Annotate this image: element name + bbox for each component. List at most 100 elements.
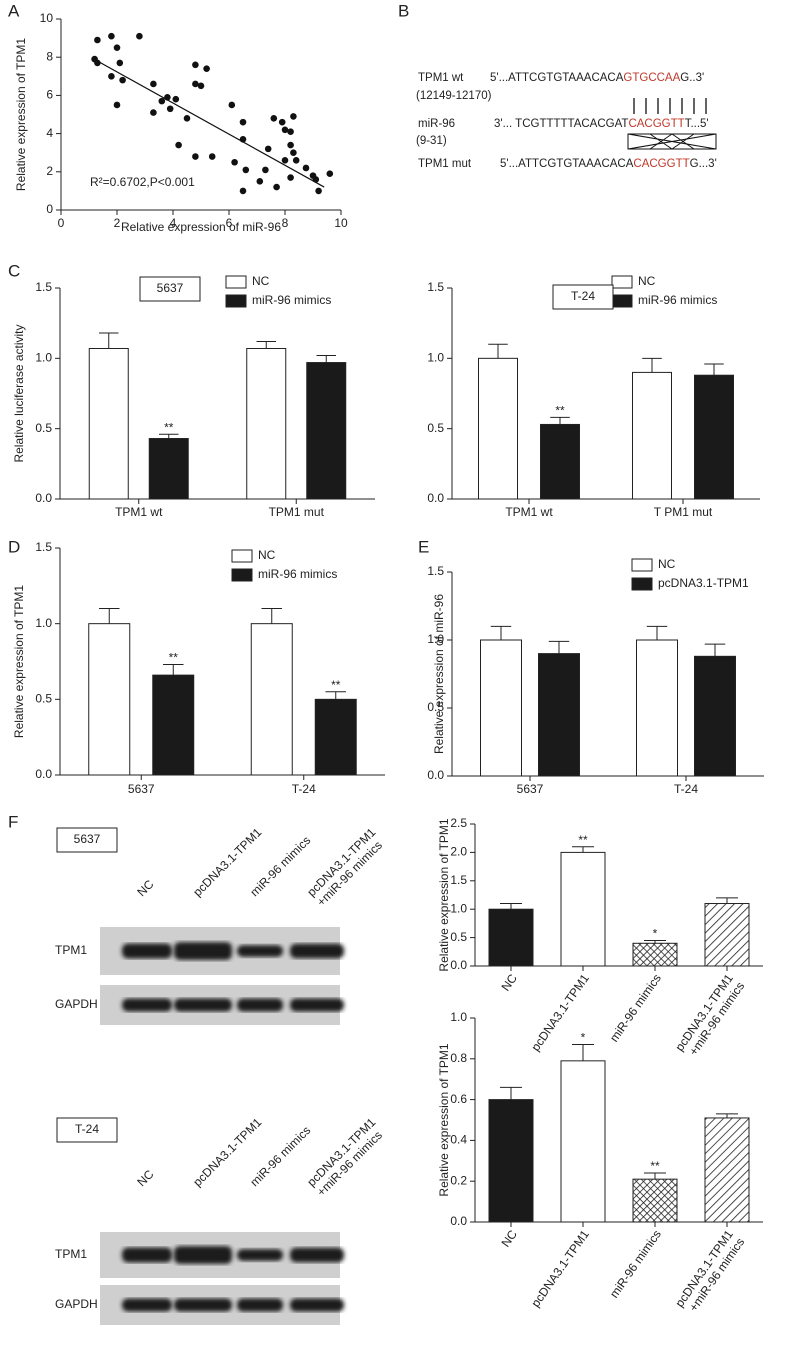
- y-tick-label: 1.5: [427, 280, 444, 294]
- bar: [88, 623, 131, 776]
- significance: **: [555, 404, 565, 418]
- bar: [246, 347, 287, 500]
- y-tick-label: 0.5: [35, 421, 52, 435]
- scatter-point: [315, 187, 322, 195]
- scatter-point: [203, 65, 210, 72]
- blot-band: [290, 998, 344, 1012]
- y-tick-label: 1.5: [35, 280, 52, 294]
- sequence-part: CACGGTT: [633, 158, 689, 170]
- sequence-label: miR-96: [418, 118, 455, 130]
- sequence-part: T...5': [685, 118, 709, 130]
- legend-swatch: [225, 294, 247, 308]
- y-tick-label: 1.0: [35, 351, 52, 365]
- legend-label: miR-96 mimics: [638, 293, 717, 307]
- scatter-point: [113, 101, 121, 109]
- y-tick-label: 0.0: [427, 768, 444, 782]
- bar: [540, 423, 580, 500]
- panel-letter: E: [418, 537, 429, 556]
- y-tick-label: 1.0: [427, 632, 444, 646]
- sequence: 3'... TCGTTTTTACACGATCACGGTTT...5': [494, 118, 709, 130]
- scatter-point: [302, 164, 310, 172]
- y-axis-label: Relative expression of TPM1: [12, 585, 26, 739]
- legend-label: NC: [258, 548, 276, 562]
- scatter-point: [108, 73, 115, 80]
- lane-label: pcDNA3.1-TPM1+miR-96 mimics: [304, 1115, 388, 1199]
- y-tick-label: 0.2: [450, 1173, 467, 1187]
- legend-swatch: [611, 275, 633, 289]
- y-tick-label: 1.0: [450, 1010, 467, 1024]
- scatter-point: [281, 126, 289, 134]
- significance: **: [331, 678, 341, 692]
- sequence-part: 5'...ATTCGTGTAAACACA: [500, 158, 634, 170]
- chart-title: 5637: [157, 281, 184, 295]
- blot-band: [122, 943, 172, 959]
- significance: **: [169, 651, 179, 665]
- y-axis-label: Relative luciferase activity: [12, 324, 26, 462]
- x-tick-label: T-24: [674, 782, 698, 796]
- y-tick-label: 0.4: [450, 1133, 467, 1147]
- x-tick-label: TPM1 mut: [269, 505, 325, 519]
- blot-band: [237, 1298, 283, 1312]
- scatter-point: [287, 174, 294, 181]
- bar: [694, 374, 734, 500]
- pairing-lines: [633, 98, 707, 114]
- y-tick-label: 0.5: [427, 700, 444, 714]
- y-tick-label: 0.6: [450, 1092, 467, 1106]
- x-tick-label: 5637: [517, 782, 544, 796]
- scatter-point: [239, 118, 247, 126]
- blot-band: [237, 998, 283, 1012]
- bar: [88, 347, 129, 500]
- legend-swatch: [225, 275, 247, 289]
- sequence-range: (12149-12170): [416, 90, 492, 102]
- sequence-part: 3'... TCGTTTTTACACGAT: [494, 118, 628, 130]
- bar: [560, 851, 606, 967]
- y-axis-label: Relative expression of TPM1: [14, 38, 28, 192]
- scatter-point: [281, 157, 289, 164]
- x-tick-label: 6: [226, 216, 233, 230]
- scatter-point: [197, 82, 205, 90]
- scatter-point: [278, 118, 286, 126]
- panel-letter: A: [8, 1, 20, 20]
- lane-label: pcDNA3.1-TPM1+miR-96 mimics: [304, 825, 388, 909]
- y-tick-label: 4: [46, 126, 53, 140]
- mutation-cross: [627, 133, 717, 150]
- blot-row-label: GAPDH: [55, 1297, 98, 1311]
- legend-label: miR-96 mimics: [258, 567, 337, 581]
- lane-label: NC: [134, 877, 156, 899]
- panel-letter: F: [8, 812, 18, 831]
- y-tick-label: 0.0: [35, 491, 52, 505]
- scatter-point: [150, 80, 157, 88]
- scatter-point: [183, 115, 191, 122]
- scatter-point: [192, 80, 199, 88]
- blot-band: [122, 1298, 172, 1312]
- y-tick-label: 1.0: [35, 616, 52, 630]
- blot-band: [174, 1298, 232, 1312]
- y-tick-label: 1.0: [427, 351, 444, 365]
- x-tick-label: pcDNA3.1-TPM1: [529, 1227, 593, 1310]
- blot-band: [237, 1249, 283, 1261]
- x-tick-label: TPM1 wt: [115, 505, 163, 519]
- y-tick-label: 0.5: [427, 421, 444, 435]
- x-tick-label: 10: [334, 216, 348, 230]
- bar: [478, 357, 518, 500]
- sequence-part: G...3': [690, 158, 717, 170]
- y-tick-label: 1.5: [427, 564, 444, 578]
- significance: **: [578, 833, 588, 847]
- scatter-point: [192, 153, 199, 160]
- blot-band: [122, 1247, 172, 1263]
- legend-swatch: [611, 294, 633, 308]
- bar: [314, 698, 357, 776]
- legend-swatch: [631, 558, 653, 572]
- blot-band: [122, 998, 172, 1012]
- legend-label: miR-96 mimics: [252, 293, 331, 307]
- y-tick-label: 2.5: [450, 816, 467, 830]
- blot-band: [290, 1298, 344, 1312]
- fit-line: [97, 60, 325, 188]
- scatter-point: [287, 141, 294, 149]
- bar: [632, 371, 672, 500]
- bar: [560, 1060, 606, 1223]
- panel-letter: C: [8, 261, 20, 280]
- significance: **: [164, 420, 174, 434]
- scatter-point: [150, 109, 157, 116]
